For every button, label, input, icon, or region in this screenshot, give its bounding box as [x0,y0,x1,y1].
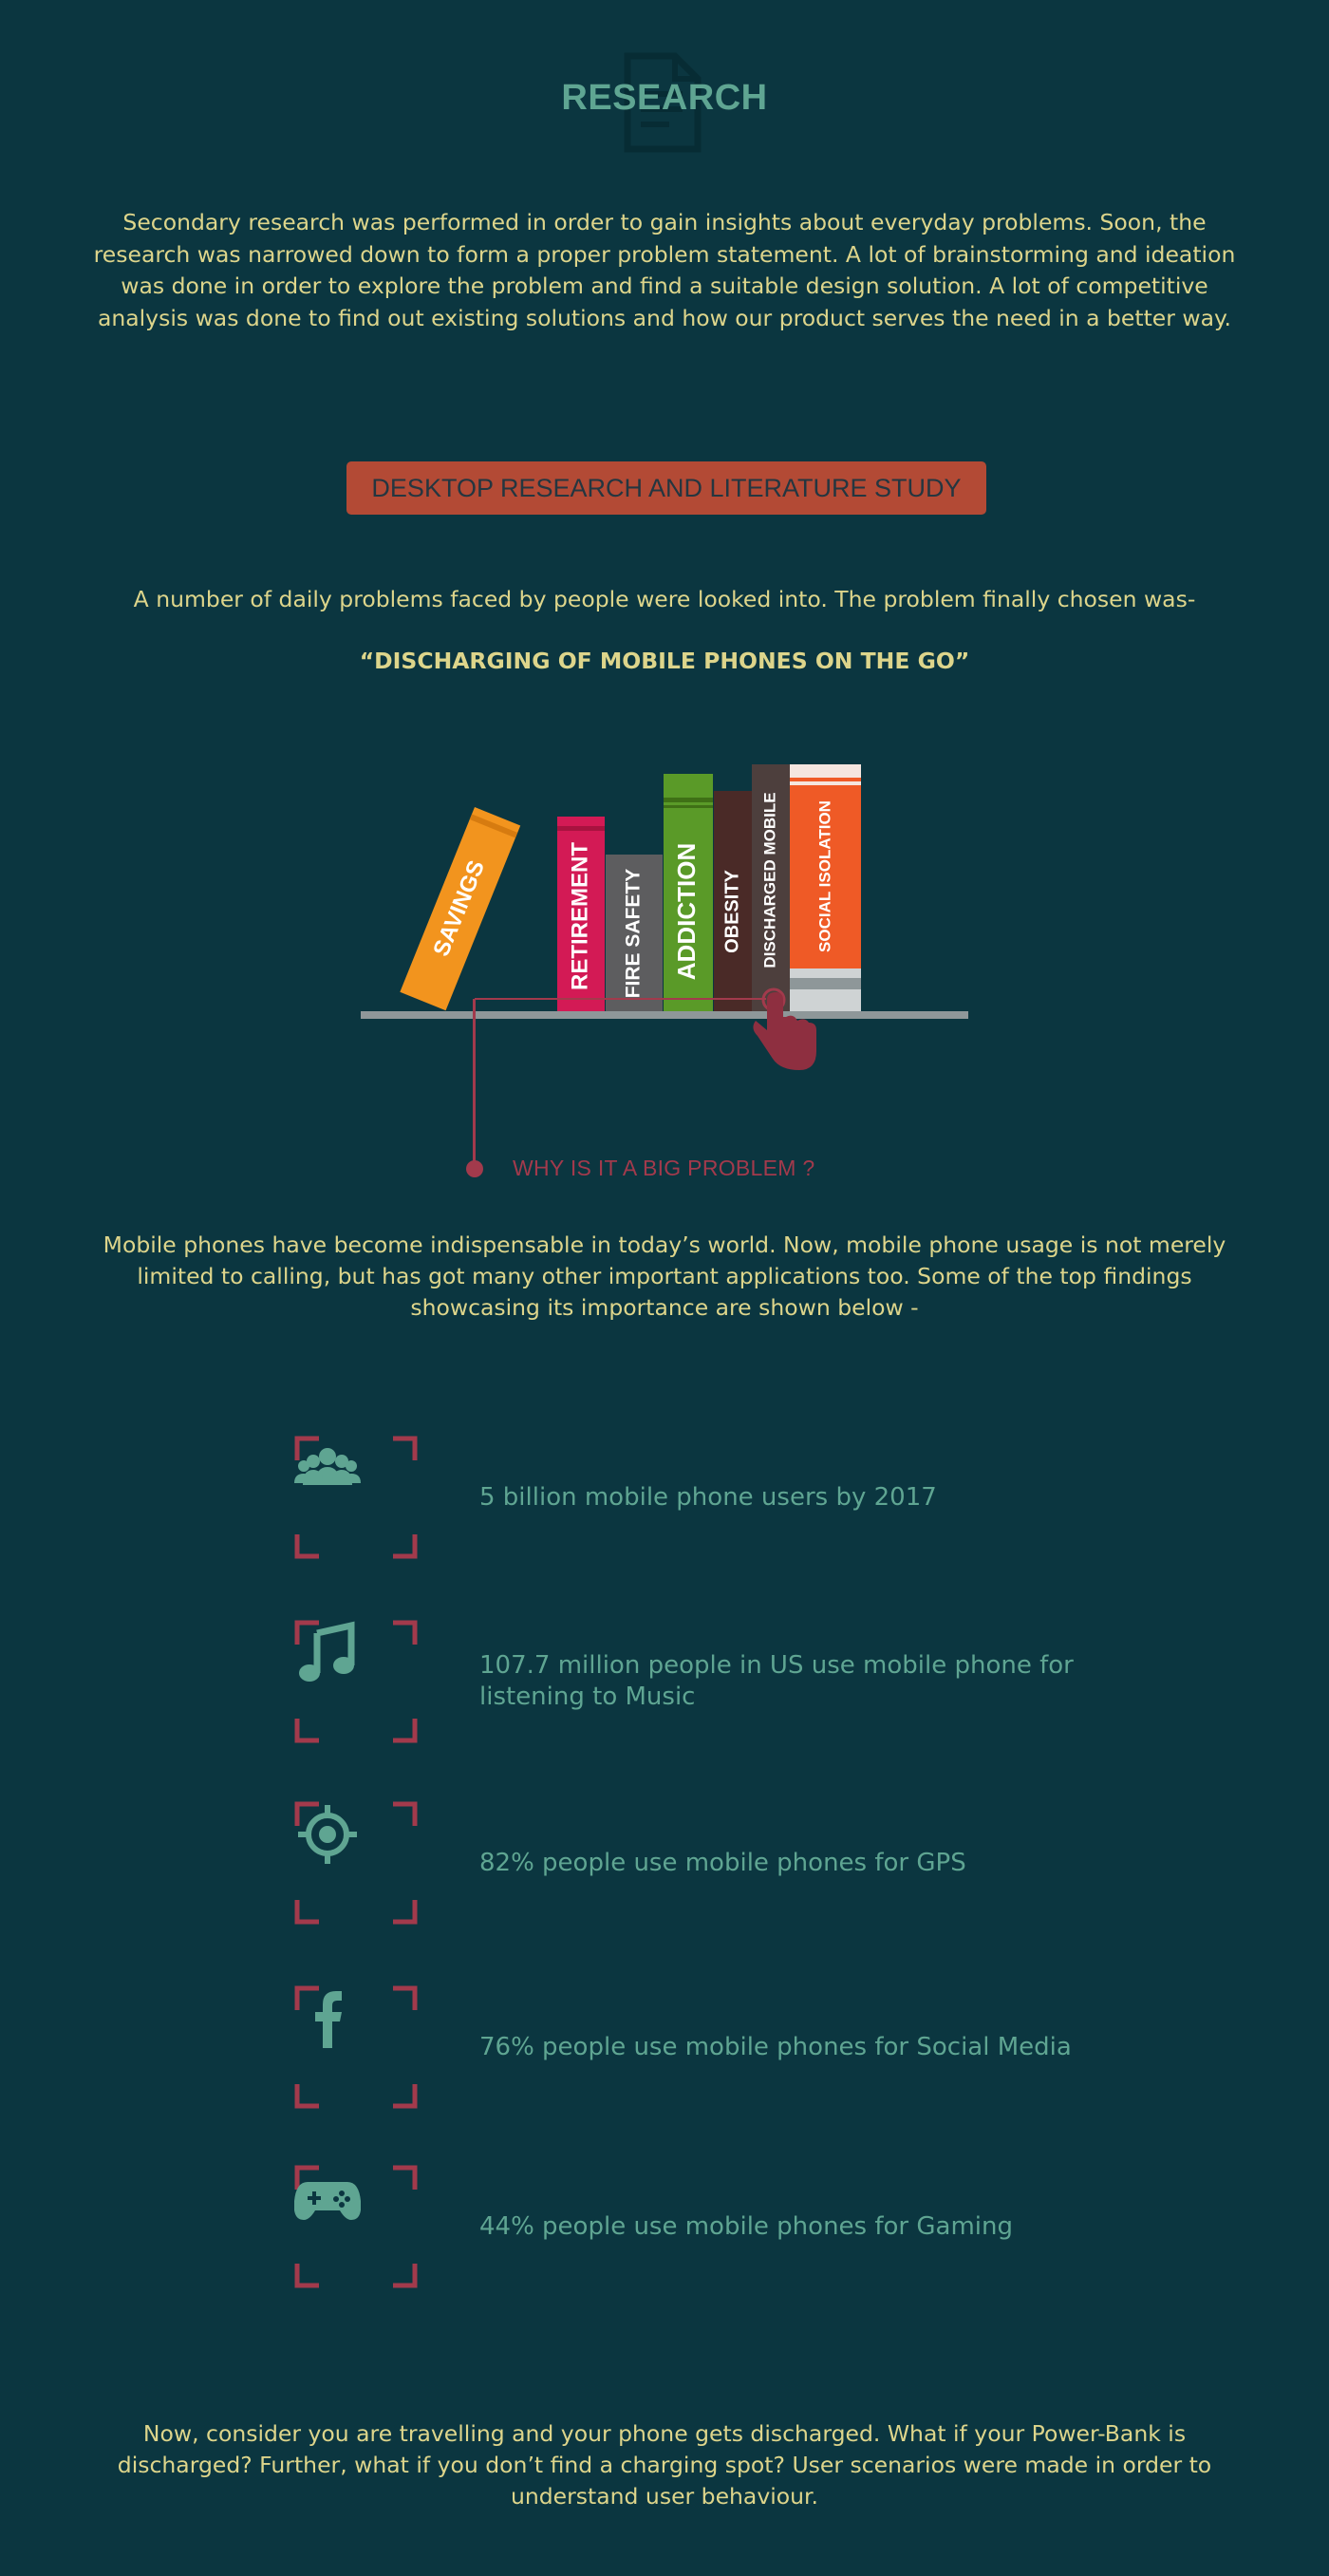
problem-quote: “DISCHARGING OF MOBILE PHONES ON THE GO” [359,648,970,674]
finding-text: 107.7 million people in US use mobile ph… [479,1651,1074,1711]
shelf [361,1011,968,1019]
finding-item: 82% people use mobile phones for GPS [294,1801,1149,1925]
book-social-isolation: SOCIAL ISOLATION [790,764,861,1011]
page-title: RESEARCH [561,78,768,118]
connector-dot [466,1160,483,1177]
pointing-hand-icon [753,987,816,1070]
gamepad-icon [294,2182,361,2220]
book-addiction: ADDICTION [664,774,713,1011]
icon-frame [294,2165,418,2288]
users-group-icon [294,1448,361,1485]
book-label: FIRE SAFETY [623,869,645,999]
finding-text: 5 billion mobile phone users by 2017 [479,1482,937,1512]
finding-item: 44% people use mobile phones for Gaming [294,2165,1149,2288]
book-discharged-mobile: DISCHARGED MOBILE [752,764,790,1011]
finding-item: 5 billion mobile phone users by 2017 [294,1436,1149,1559]
finding-item: 107.7 million people in US use mobile ph… [294,1620,1149,1743]
book-label: SOCIAL ISOLATION [815,800,833,952]
book-obesity: OBESITY [714,791,752,1011]
icon-frame [294,1620,418,1743]
bookshelf-illustration: SAVINGS RETIREMENT FIRE SAFETY ADDICTION… [361,764,968,1070]
why-heading: WHY IS IT A BIG PROBLEM ? [513,1156,815,1180]
section-banner: DESKTOP RESEARCH AND LITERATURE STUDY [346,461,986,515]
book-fire-safety: FIRE SAFETY [606,855,663,1011]
icon-frame [294,1436,418,1559]
book-label: ADDICTION [672,843,701,980]
finding-text: 82% people use mobile phones for GPS [479,1848,966,1877]
finding-text: 76% people use mobile phones for Social … [479,2032,1072,2061]
closing-paragraph: Now, consider you are travelling and you… [117,2420,1212,2510]
connector-line [473,999,476,1166]
book-retirement: RETIREMENT [557,817,605,1011]
music-note-icon [299,1621,355,1682]
gps-target-icon [298,1805,357,1864]
book-label: DISCHARGED MOBILE [760,792,778,968]
finding-text: 44% people use mobile phones for Gaming [479,2211,1013,2241]
facebook-icon [315,1991,342,2048]
section-banner-label: DESKTOP RESEARCH AND LITERATURE STUDY [371,473,962,502]
problem-intro: A number of daily problems faced by peop… [133,586,1196,612]
finding-item: 76% people use mobile phones for Social … [294,1985,1149,2109]
icon-frame [294,1801,418,1925]
book-label: OBESITY [721,869,742,952]
intro-paragraph: Secondary research was performed in orde… [93,209,1236,331]
book-label: RETIREMENT [567,842,592,990]
icon-frame [294,1985,418,2109]
why-paragraph: Mobile phones have become indispensable … [103,1232,1226,1321]
document-icon [624,52,702,153]
book-savings: SAVINGS [400,807,521,1011]
